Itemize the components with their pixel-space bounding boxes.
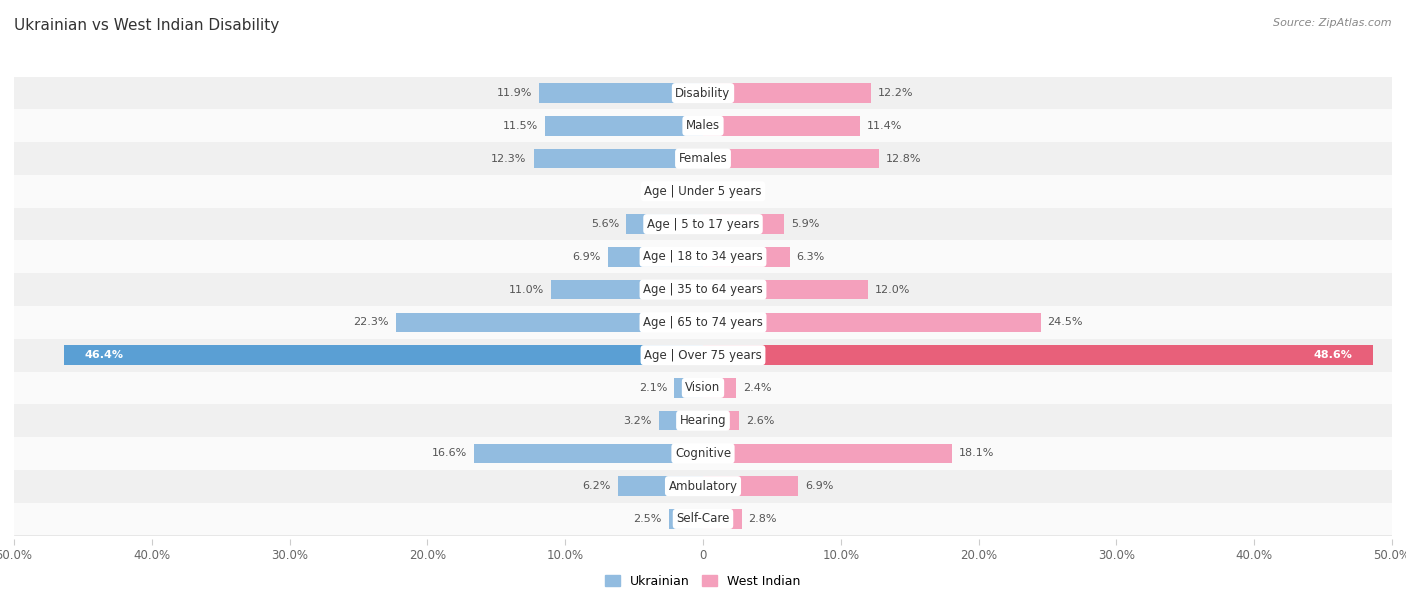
Text: 2.5%: 2.5% bbox=[633, 514, 662, 524]
Bar bbox=[14, 273, 1392, 306]
Text: 46.4%: 46.4% bbox=[84, 350, 124, 360]
Bar bbox=[395, 313, 703, 332]
Text: 22.3%: 22.3% bbox=[353, 318, 389, 327]
Bar bbox=[685, 182, 703, 201]
Bar bbox=[617, 476, 703, 496]
Text: Ambulatory: Ambulatory bbox=[668, 480, 738, 493]
Bar bbox=[703, 378, 737, 398]
Text: 24.5%: 24.5% bbox=[1047, 318, 1083, 327]
Bar bbox=[703, 214, 785, 234]
Bar bbox=[703, 476, 799, 496]
Bar bbox=[703, 247, 790, 267]
Bar bbox=[703, 116, 860, 136]
Text: Age | Under 5 years: Age | Under 5 years bbox=[644, 185, 762, 198]
Bar bbox=[626, 214, 703, 234]
Text: Males: Males bbox=[686, 119, 720, 132]
Text: 16.6%: 16.6% bbox=[432, 449, 467, 458]
Text: Females: Females bbox=[679, 152, 727, 165]
Text: 6.3%: 6.3% bbox=[797, 252, 825, 262]
Text: Age | 35 to 64 years: Age | 35 to 64 years bbox=[643, 283, 763, 296]
Bar bbox=[533, 149, 703, 168]
Bar bbox=[14, 502, 1392, 536]
Bar bbox=[673, 378, 703, 398]
Bar bbox=[703, 182, 718, 201]
Bar bbox=[14, 110, 1392, 142]
Bar bbox=[703, 313, 1040, 332]
Text: 12.3%: 12.3% bbox=[491, 154, 527, 163]
Text: 3.2%: 3.2% bbox=[624, 416, 652, 425]
Bar bbox=[607, 247, 703, 267]
Text: Disability: Disability bbox=[675, 86, 731, 100]
Text: Age | 65 to 74 years: Age | 65 to 74 years bbox=[643, 316, 763, 329]
Bar bbox=[551, 280, 703, 299]
Text: 11.4%: 11.4% bbox=[868, 121, 903, 131]
Bar bbox=[14, 241, 1392, 273]
Text: 2.6%: 2.6% bbox=[745, 416, 775, 425]
Bar bbox=[669, 509, 703, 529]
Bar bbox=[703, 411, 738, 430]
Text: 2.8%: 2.8% bbox=[748, 514, 778, 524]
Text: 5.9%: 5.9% bbox=[792, 219, 820, 229]
Bar bbox=[63, 345, 703, 365]
Bar bbox=[544, 116, 703, 136]
Legend: Ukrainian, West Indian: Ukrainian, West Indian bbox=[600, 570, 806, 593]
Bar bbox=[659, 411, 703, 430]
Text: Age | 5 to 17 years: Age | 5 to 17 years bbox=[647, 218, 759, 231]
Bar bbox=[703, 509, 741, 529]
Text: 48.6%: 48.6% bbox=[1313, 350, 1353, 360]
Bar bbox=[14, 339, 1392, 371]
Bar bbox=[474, 444, 703, 463]
Bar bbox=[703, 280, 869, 299]
Text: Age | Over 75 years: Age | Over 75 years bbox=[644, 349, 762, 362]
Bar bbox=[703, 345, 1372, 365]
Text: Age | 18 to 34 years: Age | 18 to 34 years bbox=[643, 250, 763, 263]
Bar bbox=[14, 142, 1392, 175]
Text: 12.2%: 12.2% bbox=[877, 88, 914, 98]
Text: Ukrainian vs West Indian Disability: Ukrainian vs West Indian Disability bbox=[14, 18, 280, 34]
Bar bbox=[14, 207, 1392, 241]
Text: Vision: Vision bbox=[685, 381, 721, 394]
Text: 1.3%: 1.3% bbox=[650, 187, 678, 196]
Text: 11.5%: 11.5% bbox=[502, 121, 537, 131]
Bar bbox=[538, 83, 703, 103]
Bar bbox=[14, 437, 1392, 470]
Text: 5.6%: 5.6% bbox=[591, 219, 619, 229]
Text: 12.8%: 12.8% bbox=[886, 154, 922, 163]
Bar bbox=[14, 470, 1392, 502]
Bar bbox=[14, 405, 1392, 437]
Bar bbox=[703, 83, 872, 103]
Text: 1.1%: 1.1% bbox=[725, 187, 754, 196]
Bar bbox=[14, 76, 1392, 110]
Text: Cognitive: Cognitive bbox=[675, 447, 731, 460]
Text: 11.0%: 11.0% bbox=[509, 285, 544, 294]
Text: 2.4%: 2.4% bbox=[742, 383, 772, 393]
Bar bbox=[14, 306, 1392, 339]
Text: Self-Care: Self-Care bbox=[676, 512, 730, 526]
Text: 6.9%: 6.9% bbox=[806, 481, 834, 491]
Text: 12.0%: 12.0% bbox=[875, 285, 911, 294]
Text: 6.2%: 6.2% bbox=[582, 481, 610, 491]
Text: 11.9%: 11.9% bbox=[496, 88, 531, 98]
Bar bbox=[703, 149, 879, 168]
Text: Hearing: Hearing bbox=[679, 414, 727, 427]
Bar bbox=[703, 444, 952, 463]
Bar bbox=[14, 371, 1392, 405]
Text: 6.9%: 6.9% bbox=[572, 252, 600, 262]
Text: 18.1%: 18.1% bbox=[959, 449, 994, 458]
Text: Source: ZipAtlas.com: Source: ZipAtlas.com bbox=[1274, 18, 1392, 28]
Bar bbox=[14, 175, 1392, 207]
Text: 2.1%: 2.1% bbox=[638, 383, 668, 393]
